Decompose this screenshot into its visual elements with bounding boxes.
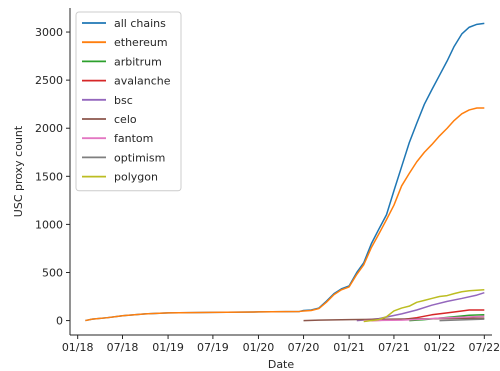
y-axis-ticks: 0 500 1000 1500 2000 2500 3000 bbox=[35, 26, 70, 328]
legend-label: celo bbox=[114, 113, 137, 126]
x-tick-label: 01/22 bbox=[424, 341, 456, 354]
y-tick-label: 0 bbox=[56, 315, 63, 328]
y-tick-label: 2000 bbox=[35, 122, 63, 135]
series-line-polygon bbox=[363, 289, 485, 323]
y-axis-label: USC proxy count bbox=[12, 125, 25, 217]
x-tick-label: 01/21 bbox=[333, 341, 365, 354]
y-tick-label: 3000 bbox=[35, 26, 63, 39]
x-axis-ticks: 01/18 07/18 01/19 07/19 01/20 07/20 01/21 07/21… bbox=[62, 335, 500, 354]
plot-area bbox=[85, 22, 485, 323]
legend-label: arbitrum bbox=[114, 55, 162, 68]
legend-box bbox=[75, 11, 182, 192]
y-tick-label: 1000 bbox=[35, 218, 63, 231]
x-tick-label: 07/19 bbox=[197, 341, 229, 354]
legend-label: all chains bbox=[114, 17, 166, 30]
legend-label: polygon bbox=[114, 171, 158, 184]
x-tick-label: 01/19 bbox=[152, 341, 184, 354]
y-tick-label: 500 bbox=[42, 266, 63, 279]
x-tick-label: 01/20 bbox=[243, 341, 275, 354]
legend-label: optimism bbox=[114, 151, 165, 164]
y-tick-label: 2500 bbox=[35, 74, 63, 87]
x-tick-label: 01/18 bbox=[62, 341, 94, 354]
y-tick-label: 1500 bbox=[35, 170, 63, 183]
x-tick-label: 07/22 bbox=[468, 341, 500, 354]
x-tick-label: 07/20 bbox=[288, 341, 320, 354]
legend-label: bsc bbox=[114, 94, 133, 107]
legend: all chains ethereum arbitrum avalanche bsc ce… bbox=[75, 11, 182, 192]
series-line-ethereum bbox=[85, 107, 485, 322]
series-line-fantom bbox=[363, 315, 485, 322]
x-tick-label: 07/21 bbox=[378, 341, 410, 354]
legend-label: ethereum bbox=[114, 36, 168, 49]
axes bbox=[69, 8, 492, 336]
legend-label: fantom bbox=[114, 132, 153, 145]
legend-label: avalanche bbox=[114, 75, 171, 88]
x-tick-label: 07/18 bbox=[107, 341, 139, 354]
series-line-optimism bbox=[439, 318, 485, 322]
x-axis-label: Date bbox=[268, 358, 295, 371]
